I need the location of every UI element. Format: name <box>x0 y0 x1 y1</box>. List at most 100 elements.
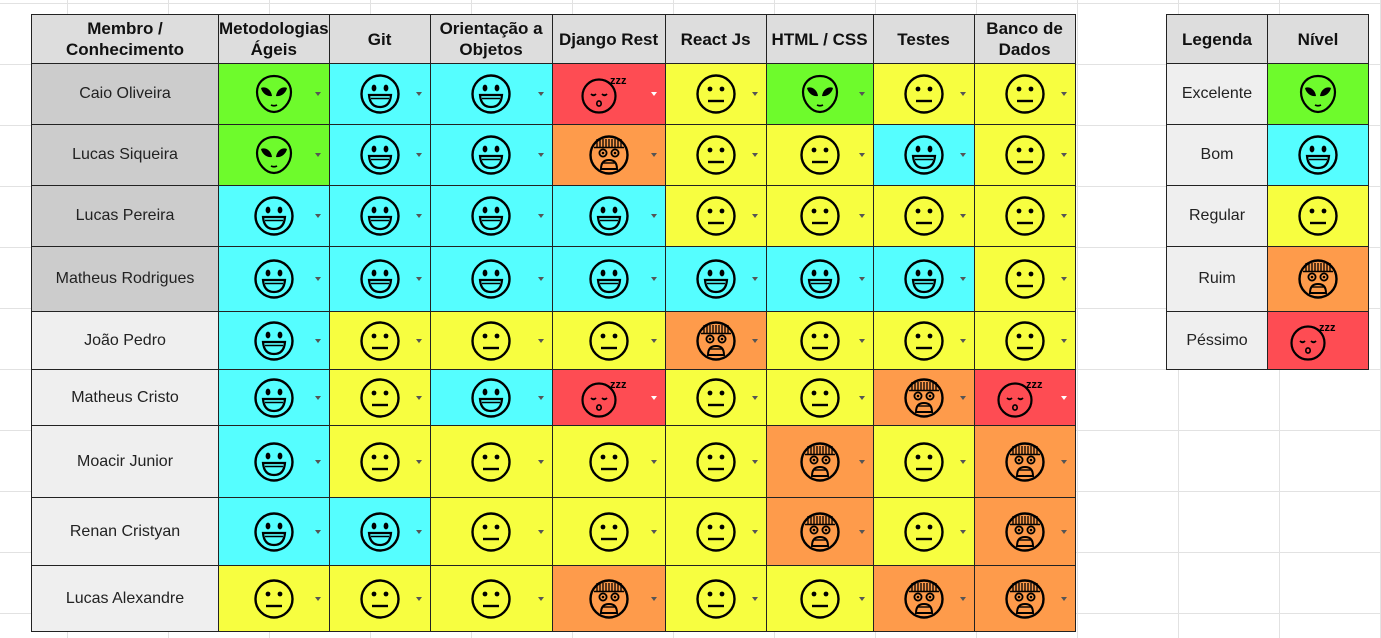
dropdown-arrow-icon[interactable] <box>650 596 657 601</box>
dropdown-arrow-icon[interactable] <box>650 92 657 96</box>
dropdown-arrow-icon[interactable] <box>959 92 966 96</box>
dropdown-arrow-icon[interactable] <box>314 92 321 96</box>
skill-level-cell[interactable] <box>872 63 975 125</box>
dropdown-arrow-icon[interactable] <box>415 529 422 534</box>
member-name-cell[interactable]: Moacir Junior <box>31 425 219 498</box>
dropdown-arrow-icon[interactable] <box>650 395 657 400</box>
dropdown-arrow-icon[interactable] <box>959 153 966 157</box>
skill-level-cell[interactable] <box>551 311 666 370</box>
skill-level-cell[interactable] <box>429 63 553 125</box>
skill-level-cell[interactable] <box>664 311 767 370</box>
dropdown-arrow-icon[interactable] <box>415 395 422 400</box>
skill-level-cell[interactable] <box>429 311 553 370</box>
skill-level-cell[interactable] <box>328 565 431 632</box>
skill-level-cell[interactable] <box>872 185 975 247</box>
skill-level-cell[interactable] <box>328 311 431 370</box>
dropdown-arrow-icon[interactable] <box>751 92 758 96</box>
dropdown-arrow-icon[interactable] <box>959 214 966 218</box>
legend-header-label[interactable]: Legenda <box>1166 14 1268 64</box>
skill-level-cell[interactable] <box>765 246 874 312</box>
dropdown-arrow-icon[interactable] <box>858 277 865 281</box>
dropdown-arrow-icon[interactable] <box>858 529 865 534</box>
dropdown-arrow-icon[interactable] <box>1060 153 1067 157</box>
legend-header-level[interactable]: Nível <box>1267 14 1369 64</box>
skill-level-cell[interactable] <box>328 185 431 247</box>
dropdown-arrow-icon[interactable] <box>751 338 758 343</box>
dropdown-arrow-icon[interactable] <box>959 459 966 464</box>
skill-level-cell[interactable] <box>973 565 1076 632</box>
dropdown-arrow-icon[interactable] <box>650 529 657 534</box>
skill-level-cell[interactable] <box>765 124 874 186</box>
dropdown-arrow-icon[interactable] <box>537 459 544 464</box>
skill-level-cell[interactable]: zzz <box>973 369 1076 426</box>
legend-level-cell[interactable] <box>1267 63 1369 125</box>
skill-level-cell[interactable] <box>429 497 553 566</box>
dropdown-arrow-icon[interactable] <box>959 277 966 281</box>
skill-level-cell[interactable] <box>973 246 1076 312</box>
dropdown-arrow-icon[interactable] <box>1060 459 1067 464</box>
skill-level-cell[interactable] <box>328 63 431 125</box>
dropdown-arrow-icon[interactable] <box>415 277 422 281</box>
skill-level-cell[interactable] <box>218 565 330 632</box>
header-column[interactable]: Banco de Dados <box>973 14 1076 64</box>
skill-level-cell[interactable] <box>429 124 553 186</box>
header-column[interactable]: React Js <box>664 14 767 64</box>
dropdown-arrow-icon[interactable] <box>751 529 758 534</box>
dropdown-arrow-icon[interactable] <box>858 395 865 400</box>
skill-level-cell[interactable] <box>872 565 975 632</box>
skill-level-cell[interactable] <box>765 311 874 370</box>
skill-level-cell[interactable] <box>664 63 767 125</box>
dropdown-arrow-icon[interactable] <box>537 338 544 343</box>
header-column[interactable]: Testes <box>872 14 975 64</box>
header-column[interactable]: HTML / CSS <box>765 14 874 64</box>
skill-level-cell[interactable] <box>328 369 431 426</box>
dropdown-arrow-icon[interactable] <box>959 395 966 400</box>
dropdown-arrow-icon[interactable] <box>959 338 966 343</box>
legend-label-cell[interactable]: Bom <box>1166 124 1268 186</box>
skill-level-cell[interactable] <box>664 369 767 426</box>
skill-level-cell[interactable] <box>551 565 666 632</box>
header-column[interactable]: Git <box>328 14 431 64</box>
dropdown-arrow-icon[interactable] <box>1060 214 1067 218</box>
skill-level-cell[interactable] <box>973 497 1076 566</box>
legend-label-cell[interactable]: Ruim <box>1166 246 1268 312</box>
skill-level-cell[interactable] <box>664 124 767 186</box>
member-name-cell[interactable]: Lucas Pereira <box>31 185 219 247</box>
skill-level-cell[interactable]: zzz <box>551 63 666 125</box>
dropdown-arrow-icon[interactable] <box>537 395 544 400</box>
dropdown-arrow-icon[interactable] <box>858 214 865 218</box>
dropdown-arrow-icon[interactable] <box>858 153 865 157</box>
legend-level-cell[interactable] <box>1267 246 1369 312</box>
member-name-cell[interactable]: Lucas Alexandre <box>31 565 219 632</box>
skill-level-cell[interactable] <box>872 369 975 426</box>
dropdown-arrow-icon[interactable] <box>415 596 422 601</box>
skill-level-cell[interactable] <box>218 311 330 370</box>
skill-level-cell[interactable] <box>328 246 431 312</box>
dropdown-arrow-icon[interactable] <box>650 277 657 281</box>
member-name-cell[interactable]: Matheus Cristo <box>31 369 219 426</box>
header-member[interactable]: Membro / Conhecimento <box>31 14 219 64</box>
skill-level-cell[interactable] <box>328 497 431 566</box>
dropdown-arrow-icon[interactable] <box>537 92 544 96</box>
header-column[interactable]: Orientação a Objetos <box>429 14 553 64</box>
dropdown-arrow-icon[interactable] <box>537 277 544 281</box>
dropdown-arrow-icon[interactable] <box>314 459 321 464</box>
dropdown-arrow-icon[interactable] <box>1060 92 1067 96</box>
skill-level-cell[interactable] <box>218 369 330 426</box>
dropdown-arrow-icon[interactable] <box>751 596 758 601</box>
dropdown-arrow-icon[interactable] <box>415 459 422 464</box>
legend-label-cell[interactable]: Péssimo <box>1166 311 1268 370</box>
member-name-cell[interactable]: Lucas Siqueira <box>31 124 219 186</box>
member-name-cell[interactable]: Matheus Rodrigues <box>31 246 219 312</box>
skill-level-cell[interactable] <box>765 497 874 566</box>
dropdown-arrow-icon[interactable] <box>415 153 422 157</box>
dropdown-arrow-icon[interactable] <box>858 92 865 96</box>
dropdown-arrow-icon[interactable] <box>314 277 321 281</box>
skill-level-cell[interactable] <box>551 124 666 186</box>
skill-level-cell[interactable] <box>218 425 330 498</box>
skill-level-cell[interactable]: zzz <box>551 369 666 426</box>
skill-level-cell[interactable] <box>429 425 553 498</box>
skill-level-cell[interactable] <box>218 63 330 125</box>
skill-level-cell[interactable] <box>429 369 553 426</box>
skill-level-cell[interactable] <box>765 185 874 247</box>
